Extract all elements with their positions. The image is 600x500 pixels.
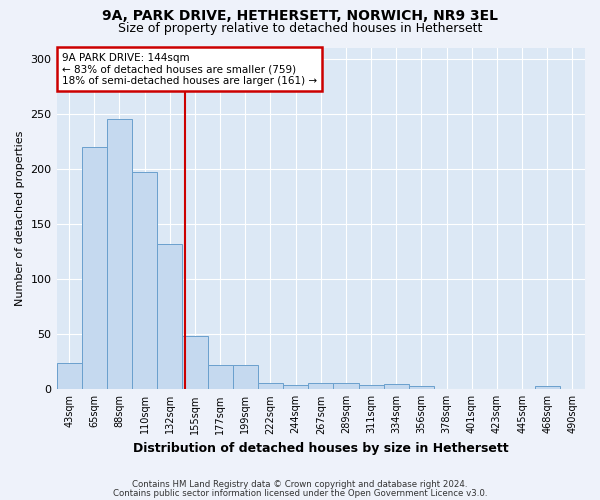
Bar: [82, 146, 107, 390]
Bar: [535, 386, 560, 390]
Bar: [56, 363, 82, 390]
Bar: [157, 244, 182, 390]
Bar: [233, 365, 258, 390]
Text: Size of property relative to detached houses in Hethersett: Size of property relative to detached ho…: [118, 22, 482, 35]
Text: Contains HM Land Registry data © Crown copyright and database right 2024.: Contains HM Land Registry data © Crown c…: [132, 480, 468, 489]
Y-axis label: Number of detached properties: Number of detached properties: [15, 130, 25, 306]
X-axis label: Distribution of detached houses by size in Hethersett: Distribution of detached houses by size …: [133, 442, 509, 455]
Text: 9A, PARK DRIVE, HETHERSETT, NORWICH, NR9 3EL: 9A, PARK DRIVE, HETHERSETT, NORWICH, NR9…: [102, 9, 498, 23]
Bar: [383, 384, 409, 390]
Bar: [334, 382, 359, 390]
Bar: [409, 386, 434, 390]
Text: Contains public sector information licensed under the Open Government Licence v3: Contains public sector information licen…: [113, 488, 487, 498]
Text: 9A PARK DRIVE: 144sqm
← 83% of detached houses are smaller (759)
18% of semi-det: 9A PARK DRIVE: 144sqm ← 83% of detached …: [62, 52, 317, 86]
Bar: [359, 385, 383, 390]
Bar: [283, 385, 308, 390]
Bar: [182, 336, 208, 390]
Bar: [208, 365, 233, 390]
Bar: [107, 119, 132, 390]
Bar: [308, 382, 334, 390]
Bar: [258, 382, 283, 390]
Bar: [132, 172, 157, 390]
